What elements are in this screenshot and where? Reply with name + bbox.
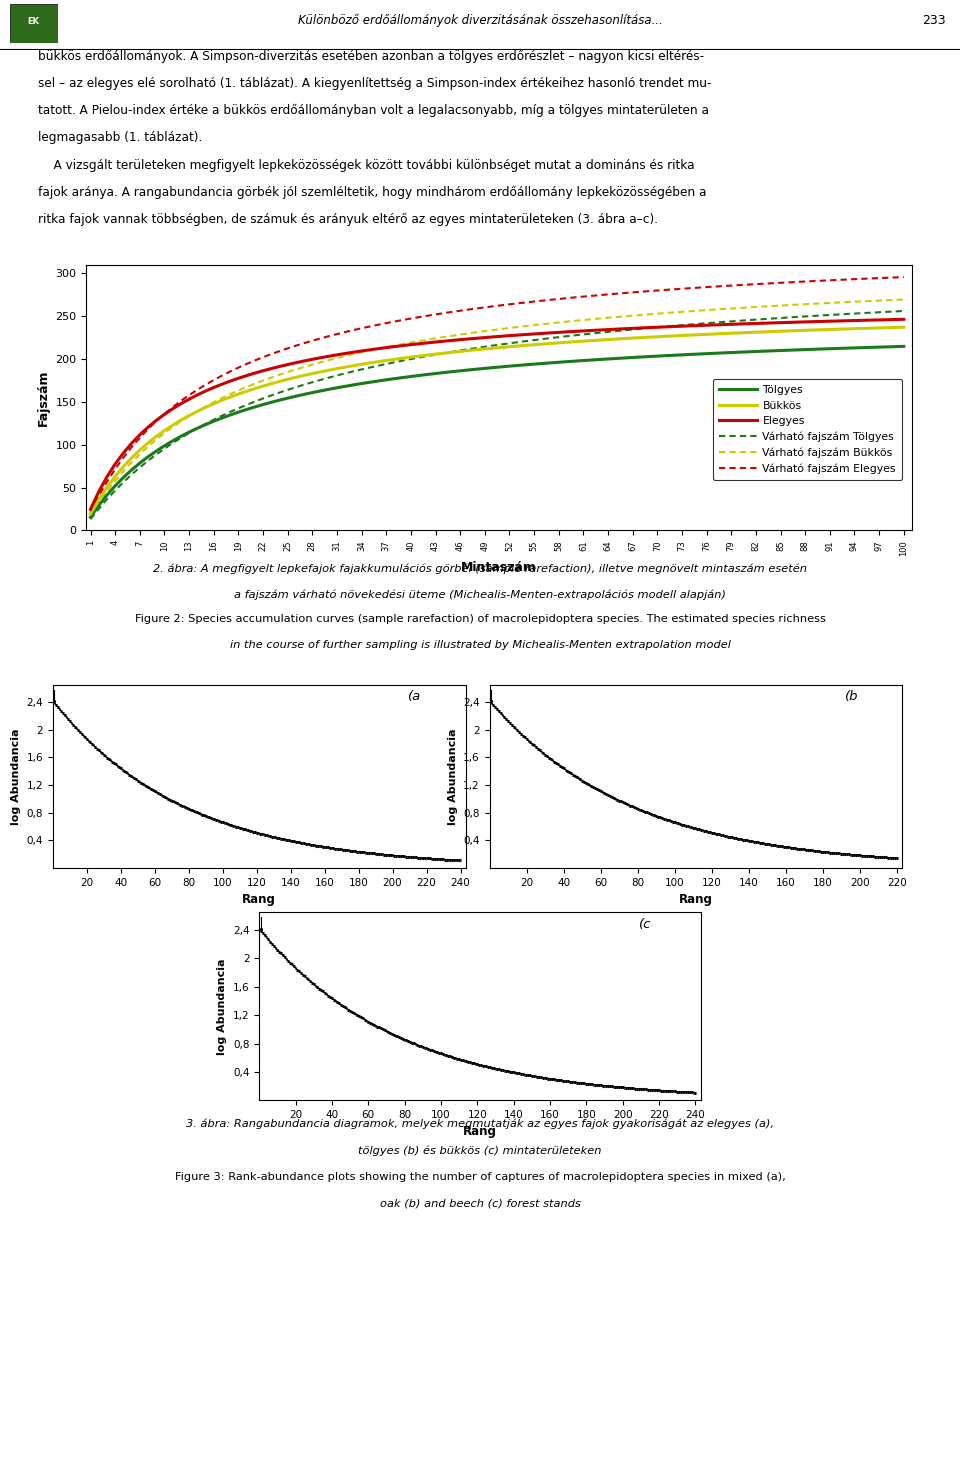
- Text: tölgyes (b) és bükkös (c) mintaterületeken: tölgyes (b) és bükkös (c) mintaterületek…: [358, 1145, 602, 1157]
- Legend: Tölgyes, Bükkös, Elegyes, Várható fajszám Tölgyes, Várható fajszám Bükkös, Várha: Tölgyes, Bükkös, Elegyes, Várható fajszá…: [712, 379, 902, 481]
- FancyBboxPatch shape: [10, 4, 58, 43]
- Y-axis label: Fajszám: Fajszám: [37, 370, 50, 426]
- Y-axis label: log Abundancia: log Abundancia: [11, 728, 21, 825]
- Text: (a: (a: [408, 691, 421, 704]
- Text: Figure 2: Species accumulation curves (sample rarefaction) of macrolepidoptera s: Figure 2: Species accumulation curves (s…: [134, 614, 826, 624]
- Text: oak (b) and beech (c) forest stands: oak (b) and beech (c) forest stands: [379, 1199, 581, 1208]
- Text: ritka fajok vannak többségben, de számuk és arányuk eltérő az egyes mintaterület: ritka fajok vannak többségben, de számuk…: [38, 213, 659, 226]
- Text: (c: (c: [639, 918, 651, 930]
- Text: fajok aránya. A rangabundancia görbék jól szemléltetik, hogy mindhárom erdőállom: fajok aránya. A rangabundancia görbék jó…: [38, 186, 707, 198]
- X-axis label: Rang: Rang: [242, 893, 276, 907]
- Y-axis label: log Abundancia: log Abundancia: [217, 958, 228, 1055]
- Text: A vizsgált területeken megfigyelt lepkeközösségek között további különbséget mut: A vizsgált területeken megfigyelt lepkek…: [38, 158, 695, 172]
- Text: 3. ábra: Rangabundancia diagramok, melyek megmutatják az egyes fajok gyakoriságá: 3. ábra: Rangabundancia diagramok, melye…: [186, 1118, 774, 1128]
- Text: a fajszám várható növekedési üteme (Michealis-Menten-extrapolációs modell alapjá: a fajszám várható növekedési üteme (Mich…: [234, 589, 726, 599]
- X-axis label: Rang: Rang: [463, 1126, 497, 1139]
- Text: Különböző erdőállományok diverzitásának összehasonlítása...: Különböző erdőállományok diverzitásának …: [298, 13, 662, 27]
- Y-axis label: log Abundancia: log Abundancia: [447, 728, 458, 825]
- X-axis label: Mintaszám: Mintaszám: [461, 562, 538, 574]
- Text: 233: 233: [922, 13, 946, 27]
- Text: tatott. A Pielou-index értéke a bükkös erdőállományban volt a legalacsonyabb, mí: tatott. A Pielou-index értéke a bükkös e…: [38, 105, 709, 117]
- Text: Figure 3: Rank-abundance plots showing the number of captures of macrolepidopter: Figure 3: Rank-abundance plots showing t…: [175, 1171, 785, 1182]
- Text: sel – az elegyes elé sorolható (1. táblázat). A kiegyenlítettség a Simpson-index: sel – az elegyes elé sorolható (1. táblá…: [38, 77, 712, 90]
- Text: (b: (b: [845, 691, 858, 704]
- X-axis label: Rang: Rang: [679, 893, 713, 907]
- Text: 2. ábra: A megfigyelt lepkefajok fajakkumulációs görbéi (sample rarefaction), il: 2. ábra: A megfigyelt lepkefajok fajakku…: [153, 563, 807, 574]
- Text: in the course of further sampling is illustrated by Michealis-Menten extrapolati: in the course of further sampling is ill…: [229, 640, 731, 649]
- Text: bükkös erdőállományok. A Simpson-diverzitás esetében azonban a tölgyes erdőrészl: bükkös erdőállományok. A Simpson-diverzi…: [38, 50, 705, 64]
- Text: legmagasabb (1. táblázat).: legmagasabb (1. táblázat).: [38, 132, 203, 145]
- Text: EK: EK: [28, 18, 39, 27]
